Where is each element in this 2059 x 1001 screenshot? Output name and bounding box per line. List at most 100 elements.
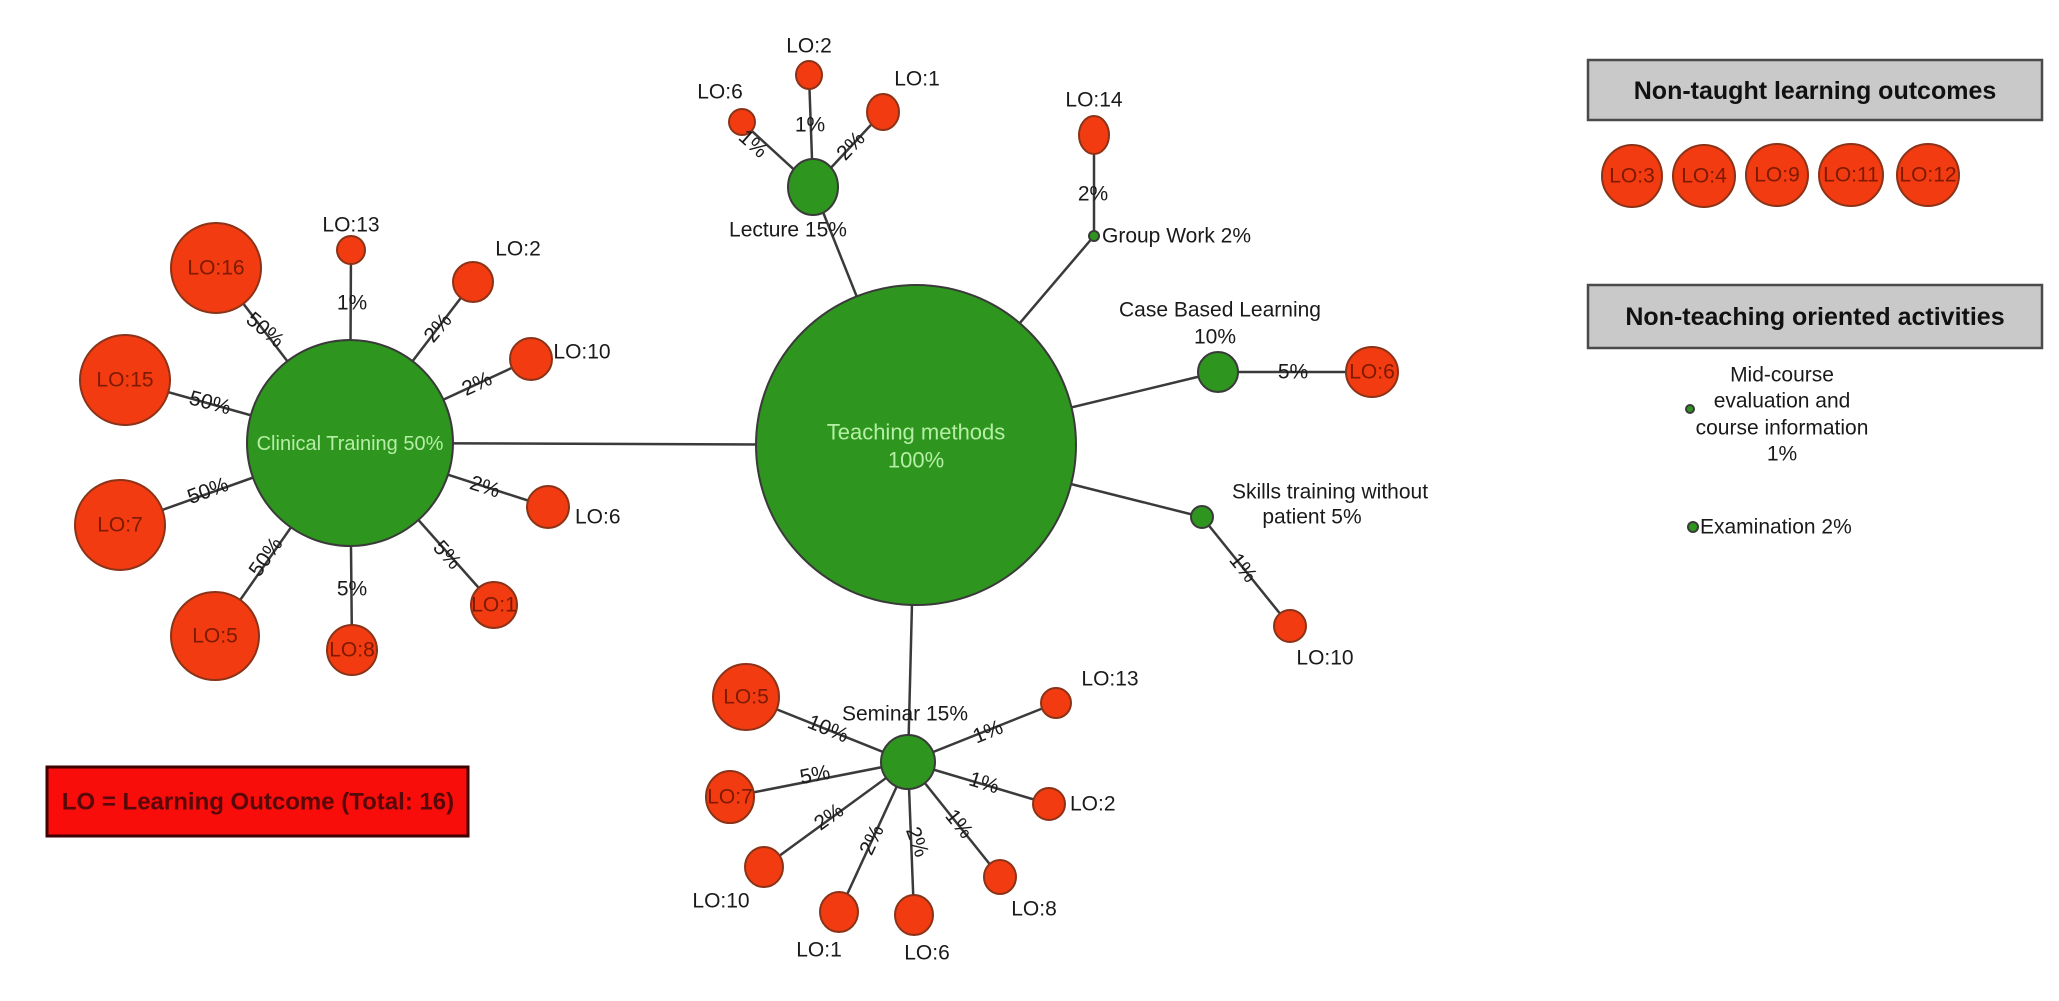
clinical-lo15-label: LO:15: [96, 369, 153, 392]
seminar-label: Seminar 15%: [842, 703, 968, 726]
node-lecture-lo2: [795, 60, 823, 90]
legend-text: LO = Learning Outcome (Total: 16): [62, 789, 454, 816]
node-skills-training: [1190, 505, 1214, 529]
casebased-label-line1: Case Based Learning: [1119, 299, 1321, 322]
seminar-lo1-label: LO:1: [796, 939, 842, 962]
nontaught-lo3-label: LO:3: [1609, 165, 1655, 188]
legend-box: [45, 765, 470, 838]
non-taught-header-text: Non-taught learning outcomes: [1634, 77, 1997, 105]
node-clinical-lo6: [526, 485, 570, 529]
clinical-lo5-label: LO:5: [192, 625, 238, 648]
node-nontaught-lo9: [1745, 143, 1809, 207]
nontaught-lo12-label: LO:12: [1899, 164, 1956, 187]
casebased-lo6-pct: 5%: [1278, 361, 1308, 384]
non-taught-header-box: [1586, 58, 2044, 122]
node-seminar-lo1: [819, 891, 859, 933]
skills-lo10-label: LO:10: [1296, 647, 1353, 670]
node-clinical-lo16: [170, 222, 262, 314]
node-clinical-lo13: [336, 235, 366, 265]
clinical-lo13-pct: 1%: [337, 292, 367, 315]
node-teaching-methods: [755, 284, 1077, 606]
nontaught-lo9-label: LO:9: [1754, 164, 1800, 187]
node-nontaught-lo4: [1672, 144, 1736, 208]
node-group-work: [1088, 230, 1100, 242]
clinical-lo6-label: LO:6: [575, 506, 621, 529]
clinical-lo7-label: LO:7: [97, 514, 143, 537]
node-seminar-lo13: [1040, 687, 1072, 719]
lecture-labels: LO:6 LO:2 LO:1 1% 1% 2%: [697, 35, 940, 165]
seminar-lo10-label: LO:10: [692, 890, 749, 913]
seminar-lo13-pct: 1%: [970, 716, 1007, 749]
clinical-lo7-pct: 50%: [184, 473, 231, 509]
lecture-lo1-label: LO:1: [894, 68, 940, 91]
teaching-label-line2: 100%: [888, 448, 944, 473]
midcourse-line1: Mid-course: [1730, 364, 1834, 387]
clinical-lo1-label: LO:1: [471, 594, 517, 617]
seminar-lo13-label: LO:13: [1081, 668, 1138, 691]
node-seminar-lo8: [983, 859, 1017, 895]
seminar-lo6-pct: 2%: [901, 824, 933, 860]
node-clinical-lo1: [470, 581, 518, 629]
seminar-lo7-pct: 5%: [798, 761, 832, 789]
legend: LO = Learning Outcome (Total: 16): [45, 765, 470, 838]
node-casebased-lo6: [1345, 346, 1399, 398]
seminar-lo8-label: LO:8: [1011, 898, 1057, 921]
right-panel: Non-taught learning outcomes LO:3 LO:4 L…: [1586, 58, 2044, 539]
hub-labels: Teaching methods 100% Clinical Training …: [257, 219, 1429, 726]
midcourse-line2: evaluation and: [1714, 390, 1851, 413]
node-seminar-lo7: [705, 770, 755, 824]
skills-label-line2: patient 5%: [1262, 506, 1361, 529]
branch-labels: LO:14 2% LO:6 5% LO:10 1%: [1065, 89, 1394, 670]
node-seminar-lo6: [894, 894, 934, 936]
non-teaching-header-box: [1586, 283, 2044, 350]
clinical-label: Clinical Training 50%: [257, 433, 444, 455]
node-lecture: [787, 158, 839, 216]
node-clinical-lo7: [74, 479, 166, 571]
node-seminar: [880, 734, 936, 790]
outcome-nodes: [74, 60, 1399, 936]
node-groupwork-lo14: [1078, 115, 1110, 155]
node-case-based-learning: [1197, 351, 1239, 393]
examination-label: Examination 2%: [1700, 516, 1852, 539]
clinical-lo2-label: LO:2: [495, 238, 541, 261]
node-clinical-lo8: [326, 624, 378, 676]
hub-nodes: [246, 158, 1239, 790]
groupwork-lo14-pct: 2%: [1078, 183, 1108, 206]
node-skills-lo10: [1273, 609, 1307, 643]
edge-skills-lo10: [1201, 516, 1291, 627]
clinical-lo2-pct: 2%: [419, 309, 456, 347]
seminar-lo2-label: LO:2: [1070, 793, 1116, 816]
nontaught-lo11-label: LO:11: [1823, 164, 1879, 187]
node-midcourse-dot: [1685, 404, 1695, 414]
lecture-lo2-pct: 1%: [795, 114, 825, 137]
node-nontaught-lo12: [1896, 143, 1960, 207]
skills-label-line1: Skills training without: [1232, 481, 1428, 504]
clinical-lo10-pct: 2%: [458, 367, 495, 401]
clinical-lo8-pct: 5%: [337, 578, 367, 601]
clinical-lo13-label: LO:13: [322, 214, 379, 237]
skills-lo10-pct: 1%: [1225, 549, 1262, 587]
node-clinical-training: [246, 339, 454, 547]
clinical-lo16-pct: 50%: [242, 308, 289, 353]
groupwork-label: Group Work 2%: [1102, 225, 1251, 248]
node-clinical-lo15: [79, 334, 171, 426]
groupwork-lo14-label: LO:14: [1065, 89, 1123, 112]
non-teaching-header-text: Non-teaching oriented activities: [1625, 303, 2004, 331]
node-clinical-lo10: [509, 337, 553, 381]
node-seminar-lo5: [712, 663, 780, 731]
seminar-lo1-pct: 2%: [855, 821, 889, 858]
lecture-lo6-label: LO:6: [697, 81, 743, 104]
seminar-lo7-label: LO:7: [707, 786, 753, 809]
teaching-label-line1: Teaching methods: [827, 420, 1006, 445]
clinical-lo15-pct: 50%: [187, 386, 234, 419]
casebased-label-line2: 10%: [1194, 326, 1236, 349]
lecture-label: Lecture 15%: [729, 219, 847, 242]
lecture-lo2-label: LO:2: [786, 35, 832, 58]
clinical-lo8-label: LO:8: [329, 639, 375, 662]
node-nontaught-lo11: [1818, 143, 1884, 207]
midcourse-line4: 1%: [1767, 443, 1797, 466]
clinical-lo10-label: LO:10: [553, 341, 610, 364]
node-lecture-lo1: [866, 93, 900, 131]
node-nontaught-lo3: [1601, 144, 1663, 208]
